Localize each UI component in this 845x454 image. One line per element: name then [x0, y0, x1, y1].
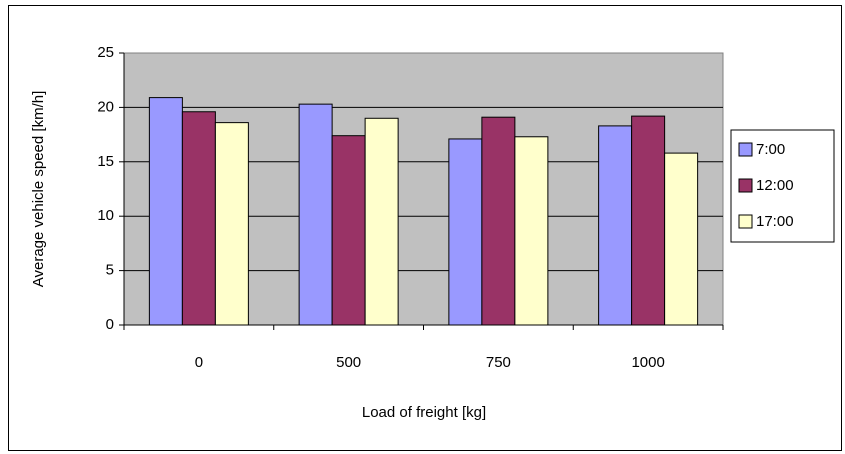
axes: [119, 52, 724, 330]
bar-1200-1000: [631, 115, 666, 326]
y-tick-label: 5: [106, 262, 114, 279]
bar-1700-500: [364, 117, 399, 326]
legend-label: 17:00: [756, 213, 794, 230]
legend-swatch: [738, 142, 753, 157]
x-tick-labels: 0 500 750 1000: [195, 354, 665, 371]
legend-label: 12:00: [756, 177, 794, 194]
legend-swatch: [738, 214, 753, 229]
bar-700-500: [298, 103, 333, 326]
y-axis-label: Average vehicle speed [km/h]: [30, 91, 47, 288]
bar-1200-750: [481, 116, 516, 326]
bar-700-1000: [598, 125, 633, 326]
x-tick-label: 750: [486, 354, 511, 371]
legend-swatch: [738, 178, 753, 193]
bar-1200-0: [181, 111, 216, 326]
y-tick-label: 10: [97, 207, 114, 224]
y-tick-label: 0: [106, 316, 114, 333]
bar-700-0: [148, 97, 183, 326]
y-tick-labels: 0 5 10 15 20 25: [97, 44, 114, 333]
bars: [148, 97, 699, 326]
bar-1700-750: [514, 136, 549, 326]
y-tick-label: 15: [97, 153, 114, 170]
y-tick-label: 25: [97, 44, 114, 61]
x-tick-label: 500: [336, 354, 361, 371]
legend-label: 7:00: [756, 141, 785, 158]
bar-1700-1000: [664, 152, 699, 326]
bar-700-750: [448, 138, 483, 326]
x-tick-label: 0: [195, 354, 203, 371]
bar-1700-0: [214, 122, 249, 326]
legend: 7:00 12:00 17:00: [730, 129, 835, 243]
x-tick-label: 1000: [631, 354, 664, 371]
bar-1200-500: [331, 135, 366, 326]
x-axis-label: Load of freight [kg]: [362, 404, 486, 421]
y-tick-label: 20: [97, 98, 114, 115]
